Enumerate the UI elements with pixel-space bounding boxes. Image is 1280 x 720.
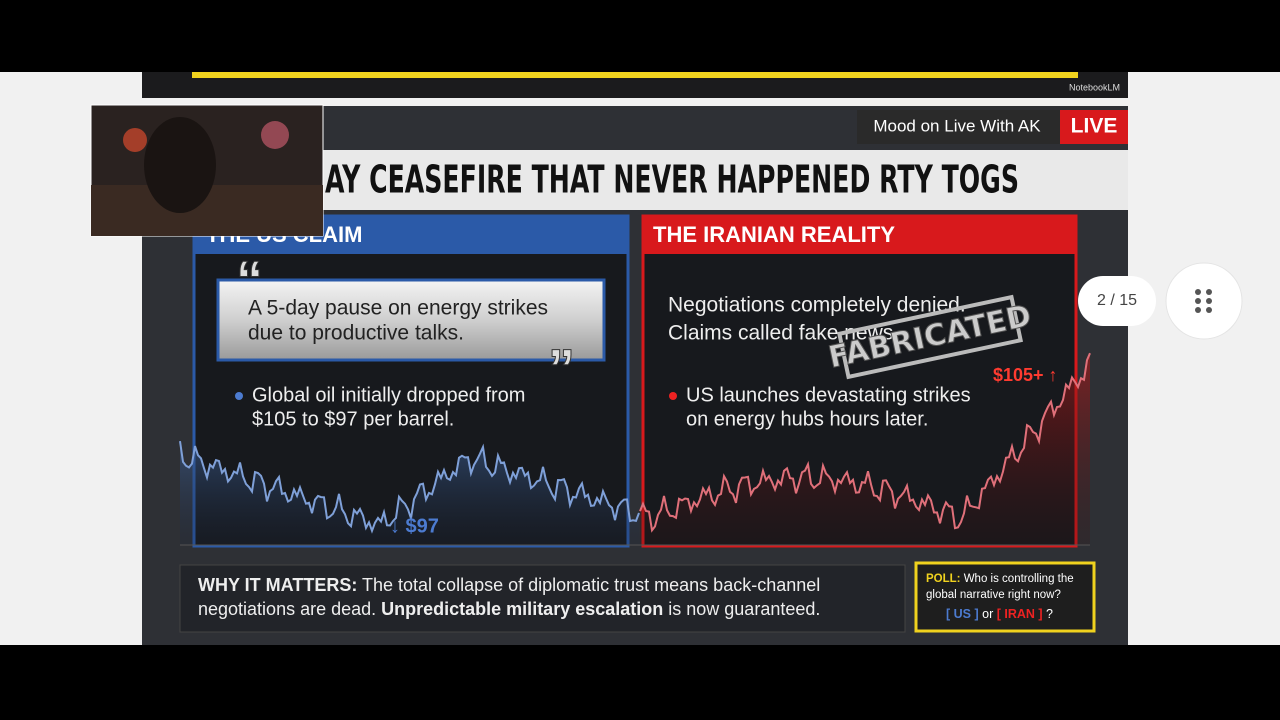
quote-line: due to productive talks. xyxy=(248,322,464,345)
webcam-decor xyxy=(123,128,147,152)
show-tag xyxy=(857,110,1060,144)
right-heading-bar xyxy=(643,216,1076,254)
live-tag xyxy=(1060,110,1128,144)
footer-text: The total collapse of diplomatic trust m… xyxy=(362,575,820,595)
webcam-decor xyxy=(261,121,289,149)
chart-decor xyxy=(640,353,1090,545)
right-heading: THE IRANIAN REALITY xyxy=(653,222,895,247)
bullet-dot xyxy=(235,392,243,400)
footer-emphasis: Unpredictable military escalation xyxy=(381,599,663,619)
footer-text: negotiations are dead. xyxy=(198,599,376,619)
menu-button[interactable] xyxy=(1165,262,1243,340)
webcam-person xyxy=(144,117,216,213)
show-name: Mood on Live With AK xyxy=(873,116,1041,135)
quote-mark: ” xyxy=(548,338,575,398)
price-high: $105+ ↑ xyxy=(993,365,1058,385)
footer-label: WHY IT MATTERS: xyxy=(198,575,357,595)
poll-or: or xyxy=(982,607,993,621)
poll-label: POLL: xyxy=(926,573,961,585)
quote-mark: “ xyxy=(236,250,263,310)
bullet-line: US launches devastating strikes xyxy=(686,384,971,406)
bullet-line: $105 to $97 per barrel. xyxy=(252,408,454,430)
footer-line: WHY IT MATTERS: The total collapse of di… xyxy=(198,575,820,595)
chart-decor xyxy=(179,440,640,534)
poll-question: global narrative right now? xyxy=(926,589,1061,601)
brand: NotebookLM xyxy=(1069,82,1120,92)
menu-icon xyxy=(1195,289,1212,313)
poll-question: Who is controlling the xyxy=(964,573,1074,585)
prev-slide-bar xyxy=(192,72,1078,78)
poll-options: [ US ] or [ IRAN ] ? xyxy=(946,607,1053,621)
bullet-line: on energy hubs hours later. xyxy=(686,408,928,430)
chart-decor xyxy=(639,352,1091,533)
quote-line: A 5-day pause on energy strikes xyxy=(248,297,548,320)
slide-title: AY CEASEFIRE THAT NEVER HAPPENED RTY TOG… xyxy=(325,158,1019,202)
live: LIVE xyxy=(1071,115,1118,138)
poll-option[interactable]: [ US ] xyxy=(946,607,979,621)
poll-option[interactable]: [ IRAN ] xyxy=(997,607,1043,621)
footer-line: negotiations are dead. Unpredictable mil… xyxy=(198,599,820,619)
poll-end: ? xyxy=(1046,607,1053,621)
price-chart xyxy=(179,352,1091,546)
footer-text: is now guaranteed. xyxy=(668,599,820,619)
bullet-line: Global oil initially dropped from xyxy=(252,384,525,406)
bullet-dot xyxy=(669,392,677,400)
poll-line: POLL: Who is controlling the xyxy=(926,573,1074,585)
page-indicator: 2 / 15 xyxy=(1097,292,1137,309)
quote-box xyxy=(216,278,606,362)
poll-box xyxy=(914,561,1096,633)
chart-decor xyxy=(180,441,640,545)
footer-box xyxy=(179,564,906,633)
stamp-border xyxy=(836,294,1024,380)
page-pill xyxy=(1078,276,1156,326)
statement-line: Negotiations completely denied. xyxy=(668,294,966,317)
price-low: ↓ $97 xyxy=(390,515,439,537)
